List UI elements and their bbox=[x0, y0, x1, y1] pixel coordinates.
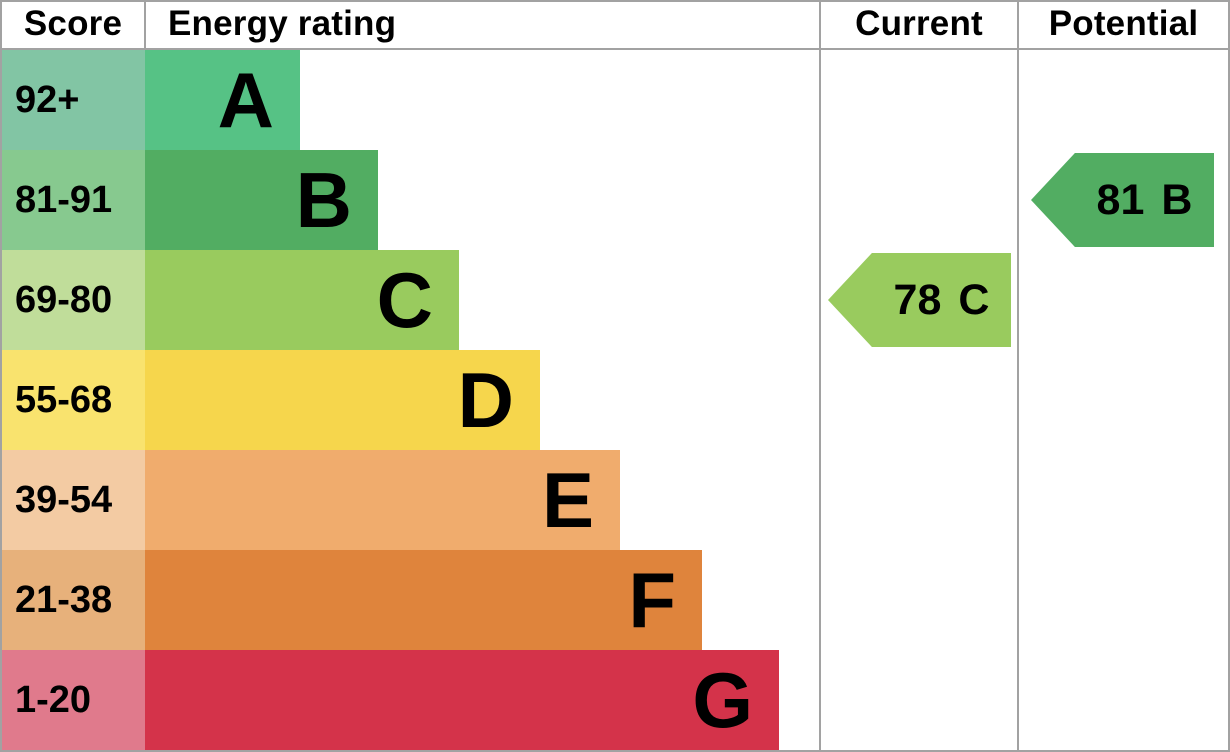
band-bar-d: D bbox=[145, 350, 540, 450]
score-range-a: 92+ bbox=[2, 50, 145, 150]
potential-column-divider bbox=[1017, 0, 1019, 752]
epc-band-row-g: 1-20 G bbox=[2, 650, 779, 750]
current-rating-score: 78 bbox=[893, 275, 942, 324]
score-range-d: 55-68 bbox=[2, 350, 145, 450]
header-current: Current bbox=[821, 0, 1017, 48]
score-range-e: 39-54 bbox=[2, 450, 145, 550]
current-column-divider bbox=[819, 0, 821, 752]
score-range-f: 21-38 bbox=[2, 550, 145, 650]
band-bar-f: F bbox=[145, 550, 702, 650]
header-bottom-divider bbox=[0, 48, 1230, 50]
epc-band-row-a: 92+ A bbox=[2, 50, 300, 150]
epc-band-row-d: 55-68 D bbox=[2, 350, 540, 450]
band-bar-c: C bbox=[145, 250, 459, 350]
score-range-g: 1-20 bbox=[2, 650, 145, 750]
header-energy-rating: Energy rating bbox=[146, 0, 818, 48]
score-range-c: 69-80 bbox=[2, 250, 145, 350]
epc-band-row-b: 81-91 B bbox=[2, 150, 378, 250]
header-energy-rating-label: Energy rating bbox=[168, 4, 397, 43]
epc-band-row-f: 21-38 F bbox=[2, 550, 702, 650]
chart-border-left bbox=[0, 0, 2, 752]
current-rating-letter: C bbox=[958, 275, 990, 324]
epc-band-row-e: 39-54 E bbox=[2, 450, 620, 550]
potential-rating-arrow: 81 B bbox=[1031, 153, 1214, 247]
band-bar-a: A bbox=[145, 50, 300, 150]
header-potential: Potential bbox=[1019, 0, 1228, 48]
chart-border-top bbox=[0, 0, 1230, 2]
potential-rating-letter: B bbox=[1161, 175, 1193, 224]
header-score: Score bbox=[2, 0, 144, 48]
current-rating-arrow: 78 C bbox=[828, 253, 1011, 347]
score-range-b: 81-91 bbox=[2, 150, 145, 250]
band-bar-e: E bbox=[145, 450, 620, 550]
band-bar-g: G bbox=[145, 650, 779, 750]
band-bar-b: B bbox=[145, 150, 378, 250]
score-column-divider bbox=[144, 0, 146, 48]
potential-rating-score: 81 bbox=[1096, 175, 1145, 224]
epc-band-row-c: 69-80 C bbox=[2, 250, 459, 350]
chart-border-right bbox=[1228, 0, 1230, 752]
chart-border-bottom bbox=[0, 750, 1230, 752]
header-current-label: Current bbox=[855, 4, 983, 43]
header-score-label: Score bbox=[23, 4, 123, 43]
header-potential-label: Potential bbox=[1048, 4, 1199, 43]
